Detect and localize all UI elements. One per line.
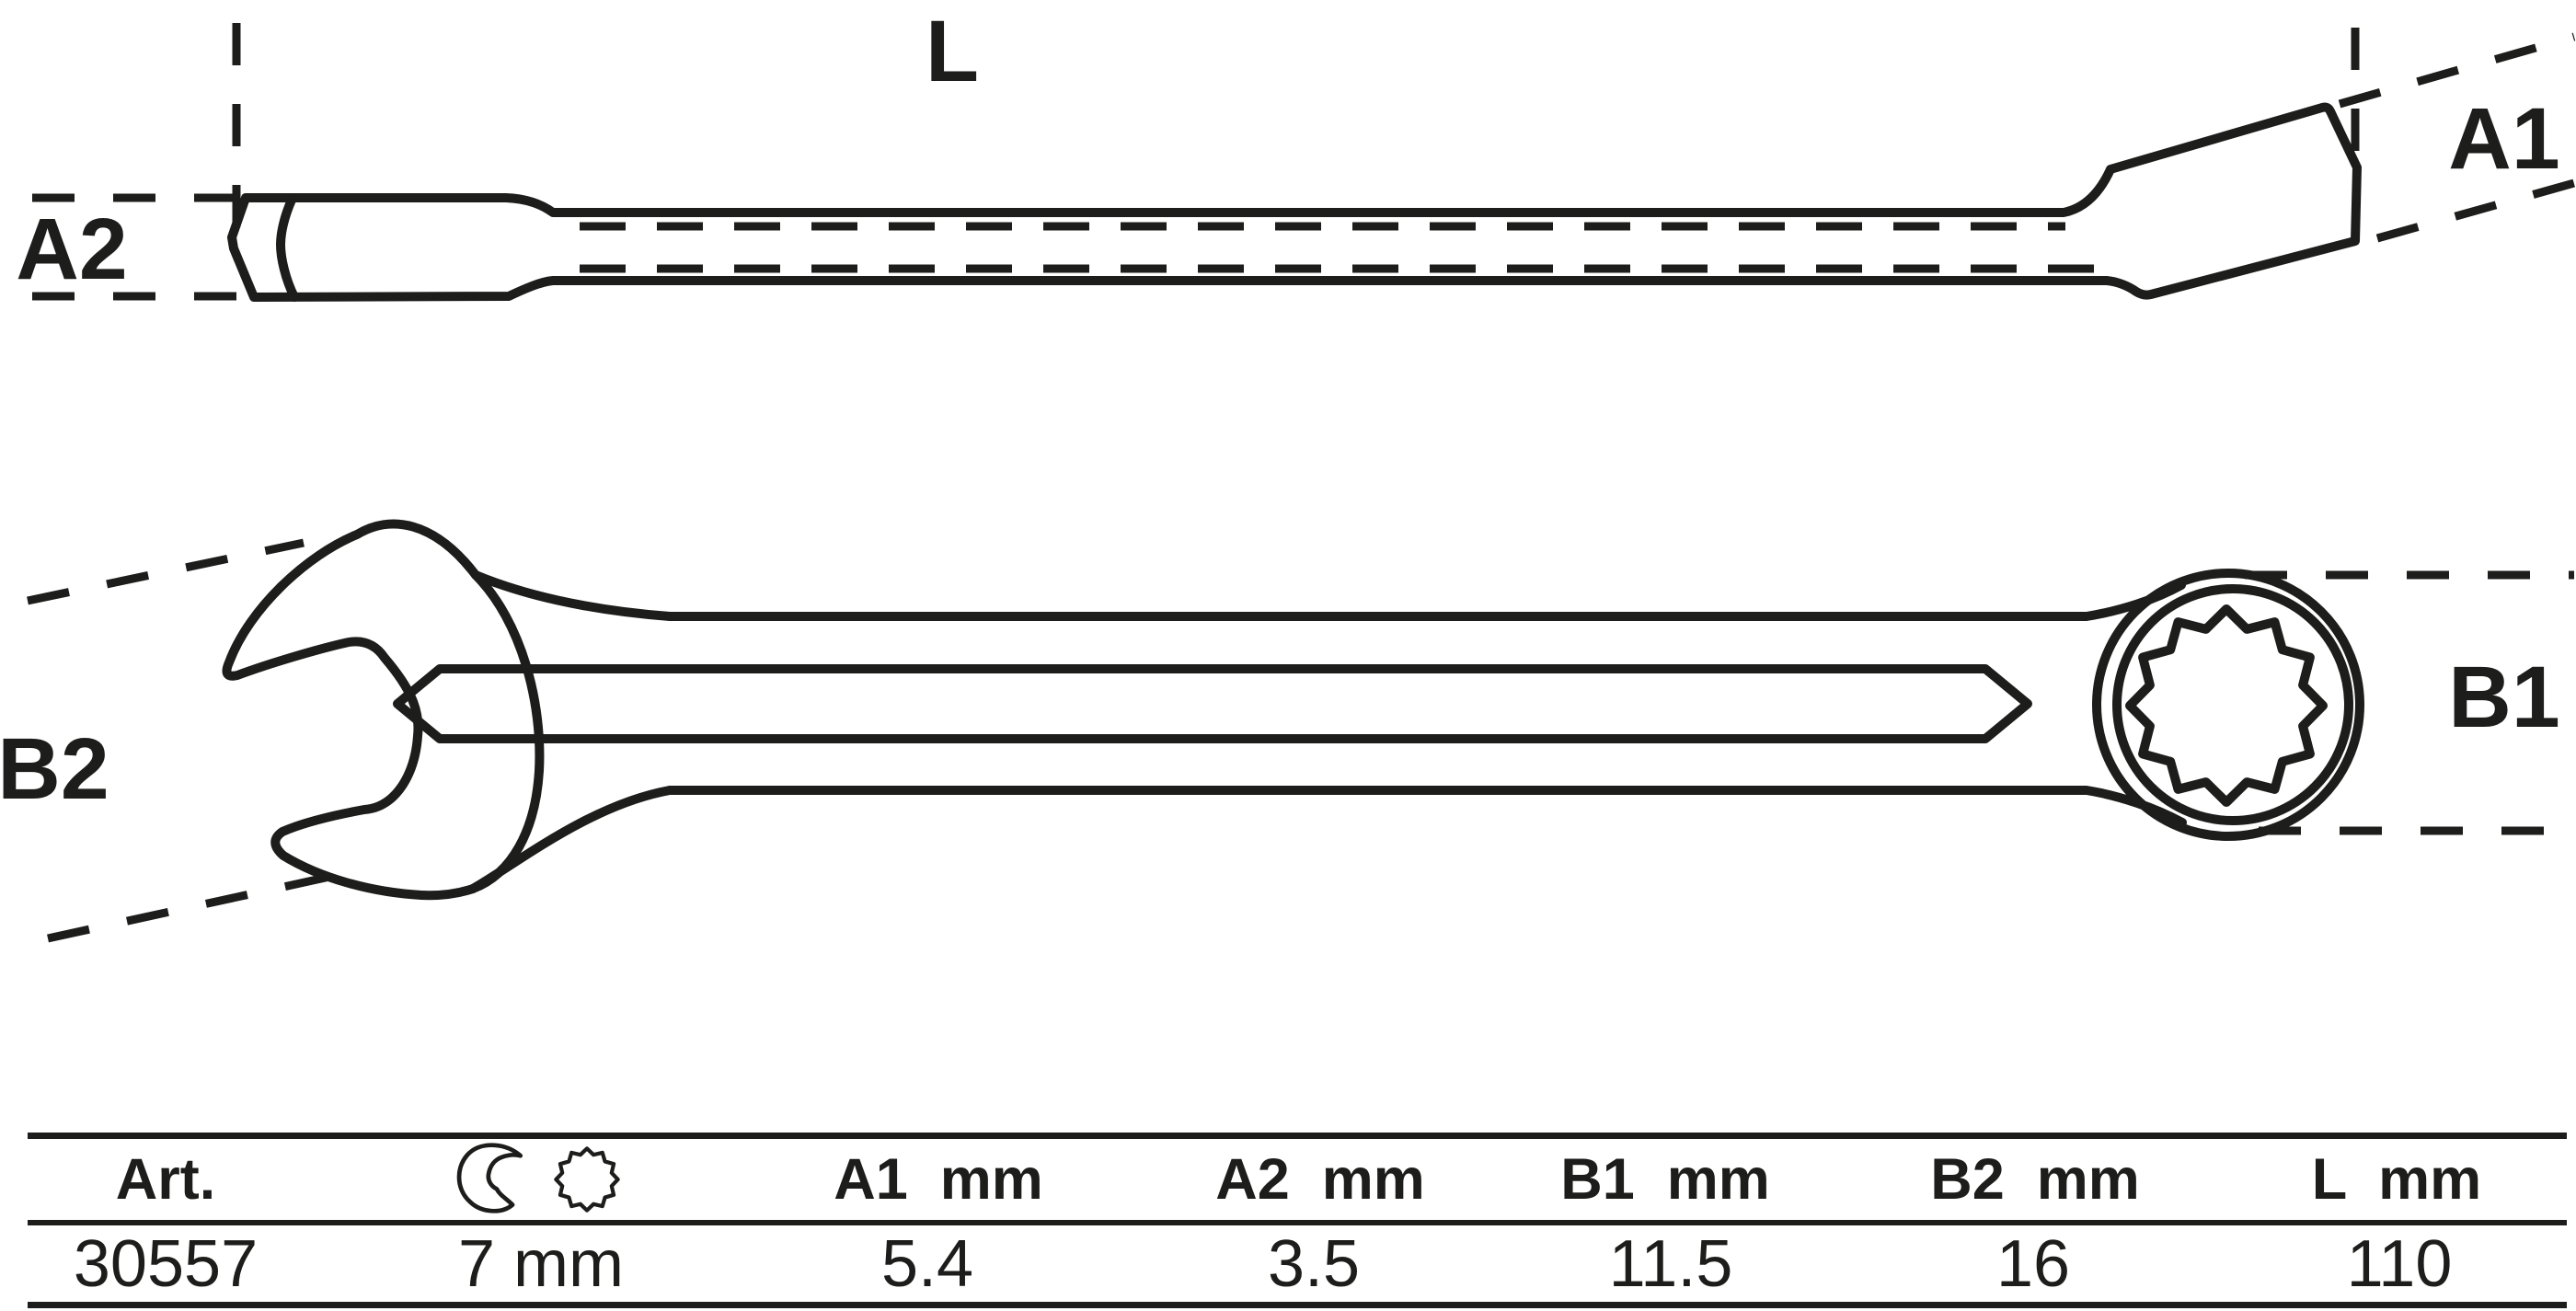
b2-dimension-line-top (27, 538, 305, 605)
shaft-top-line (665, 581, 2186, 621)
side-view-outline (227, 102, 2362, 302)
cell-a2: 3.5 (1267, 1227, 1361, 1301)
cell-article-number: 30557 (73, 1227, 259, 1301)
jaw-bevel-line (276, 193, 299, 302)
ring-12-point-icon (554, 1146, 620, 1213)
header-a1: A1 mm (834, 1147, 1043, 1212)
front-view: B1 B2 (0, 519, 2574, 943)
cell-b2: 16 (1995, 1227, 2071, 1301)
shaft-bottom-line (665, 786, 2187, 827)
cell-a1: 5.4 (880, 1227, 974, 1301)
label-b1: B1 (2448, 649, 2559, 746)
header-l: L mm (2311, 1147, 2482, 1212)
header-b2: B2 mm (1930, 1147, 2140, 1212)
cell-size: 7 mm (458, 1227, 624, 1301)
header-a2: A2 mm (1215, 1147, 1425, 1212)
header-art: Art. (115, 1147, 216, 1212)
b2-dimension-line-bottom (47, 869, 343, 943)
table-top-rule (28, 1133, 2567, 1139)
side-view: L A1 A2 (16, 3, 2576, 302)
label-length: L (926, 3, 979, 100)
cell-b1: 11.5 (1608, 1227, 1733, 1301)
shaft-panel (393, 664, 2032, 743)
wrench-type-icons (451, 1137, 626, 1222)
table-bottom-rule (28, 1302, 2567, 1308)
table-header-rule (28, 1220, 2567, 1225)
table-header-row: Art. A1 mm A2 mm B1 mm B2 mm L mm (0, 1138, 2576, 1221)
cell-l: 110 (2346, 1227, 2453, 1301)
upper-neck-fillet (471, 570, 674, 621)
header-b1: B1 mm (1560, 1147, 1770, 1212)
a1-dimension-line-top (2338, 32, 2576, 109)
table-row: 30557 7 mm 5.4 3.5 11.5 16 110 (0, 1223, 2576, 1305)
label-a2: A2 (16, 201, 127, 298)
open-end-wrench-icon (456, 1143, 523, 1213)
a1-dimension-line-bottom (2375, 178, 2576, 243)
lower-neck-fillet (468, 786, 674, 893)
ring-12-point-profile (2125, 604, 2328, 807)
label-b2: B2 (0, 720, 109, 818)
ring-outer-circle (2092, 569, 2364, 841)
label-a1: A1 (2448, 90, 2559, 188)
header-wrench-type (451, 1138, 626, 1221)
ring-rim-circle (2112, 584, 2353, 825)
